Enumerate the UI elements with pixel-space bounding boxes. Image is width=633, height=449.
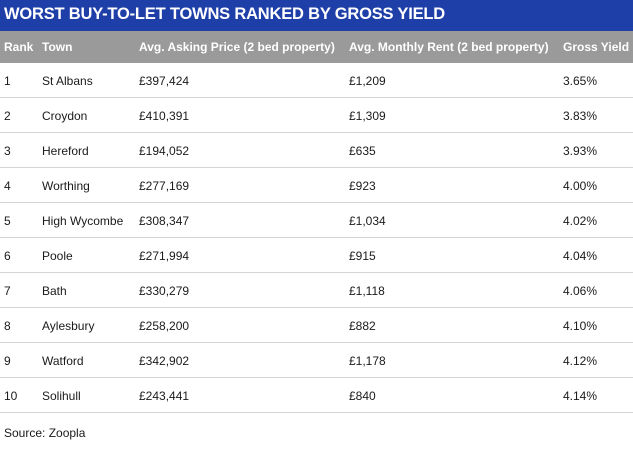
cell-asking-price: £258,200 [139, 319, 190, 333]
cell-town: Poole [42, 249, 73, 263]
header-asking-price: Avg. Asking Price (2 bed property) [139, 40, 335, 54]
table-row: 7 Bath £330,279 £1,118 4.06% [0, 273, 633, 308]
cell-monthly-rent: £1,309 [349, 109, 386, 123]
cell-town: Bath [42, 284, 67, 298]
cell-asking-price: £397,424 [139, 74, 190, 88]
cell-town: Hereford [42, 144, 89, 158]
cell-monthly-rent: £1,118 [349, 284, 385, 298]
cell-town: Solihull [42, 389, 81, 403]
cell-monthly-rent: £923 [349, 179, 376, 193]
cell-gross-yield: 4.04% [563, 249, 598, 263]
cell-gross-yield: 4.10% [563, 319, 598, 333]
cell-rank: 9 [4, 354, 11, 368]
cell-town: Watford [42, 354, 84, 368]
table-row: 8 Aylesbury £258,200 £882 4.10% [0, 308, 633, 343]
table-header-row: Rank Town Avg. Asking Price (2 bed prope… [0, 31, 633, 63]
table-row: 2 Croydon £410,391 £1,309 3.83% [0, 98, 633, 133]
header-rank: Rank [4, 40, 34, 54]
cell-town: St Albans [42, 74, 93, 88]
cell-asking-price: £342,902 [139, 354, 190, 368]
cell-asking-price: £243,441 [139, 389, 190, 403]
cell-town: Croydon [42, 109, 88, 123]
table-title-bar: WORST BUY-TO-LET TOWNS RANKED BY GROSS Y… [0, 0, 633, 31]
cell-rank: 10 [4, 389, 18, 403]
header-town: Town [42, 40, 73, 54]
cell-monthly-rent: £882 [349, 319, 376, 333]
table-row: 4 Worthing £277,169 £923 4.00% [0, 168, 633, 203]
table-row: 10 Solihull £243,441 £840 4.14% [0, 378, 633, 413]
cell-asking-price: £308,347 [139, 214, 190, 228]
cell-gross-yield: 3.65% [563, 74, 598, 88]
cell-monthly-rent: £1,034 [349, 214, 386, 228]
cell-town: Worthing [42, 179, 90, 193]
cell-asking-price: £330,279 [139, 284, 190, 298]
table-row: 3 Hereford £194,052 £635 3.93% [0, 133, 633, 168]
cell-rank: 5 [4, 214, 11, 228]
cell-asking-price: £410,391 [139, 109, 190, 123]
header-gross-yield: Gross Yield [563, 40, 630, 54]
cell-rank: 3 [4, 144, 11, 158]
cell-rank: 4 [4, 179, 11, 193]
cell-monthly-rent: £915 [349, 249, 376, 263]
cell-gross-yield: 4.06% [563, 284, 598, 298]
cell-monthly-rent: £1,209 [349, 74, 386, 88]
cell-gross-yield: 4.02% [563, 214, 598, 228]
cell-rank: 8 [4, 319, 11, 333]
cell-rank: 2 [4, 109, 11, 123]
source-note: Source: Zoopla [4, 426, 86, 440]
cell-gross-yield: 4.14% [563, 389, 598, 403]
table-title: WORST BUY-TO-LET TOWNS RANKED BY GROSS Y… [4, 5, 446, 23]
cell-asking-price: £277,169 [139, 179, 190, 193]
cell-gross-yield: 4.00% [563, 179, 598, 193]
cell-gross-yield: 3.83% [563, 109, 598, 123]
cell-monthly-rent: £1,178 [349, 354, 386, 368]
cell-town: High Wycombe [42, 214, 124, 228]
cell-rank: 7 [4, 284, 11, 298]
cell-rank: 1 [4, 74, 11, 88]
cell-town: Aylesbury [42, 319, 95, 333]
cell-gross-yield: 3.93% [563, 144, 598, 158]
table-row: 9 Watford £342,902 £1,178 4.12% [0, 343, 633, 378]
cell-monthly-rent: £635 [349, 144, 376, 158]
cell-monthly-rent: £840 [349, 389, 376, 403]
table-row: 5 High Wycombe £308,347 £1,034 4.02% [0, 203, 633, 238]
cell-asking-price: £271,994 [139, 249, 190, 263]
table-row: 1 St Albans £397,424 £1,209 3.65% [0, 63, 633, 98]
cell-rank: 6 [4, 249, 11, 263]
cell-asking-price: £194,052 [139, 144, 190, 158]
cell-gross-yield: 4.12% [563, 354, 598, 368]
header-monthly-rent: Avg. Monthly Rent (2 bed property) [349, 40, 549, 54]
table-row: 6 Poole £271,994 £915 4.04% [0, 238, 633, 273]
